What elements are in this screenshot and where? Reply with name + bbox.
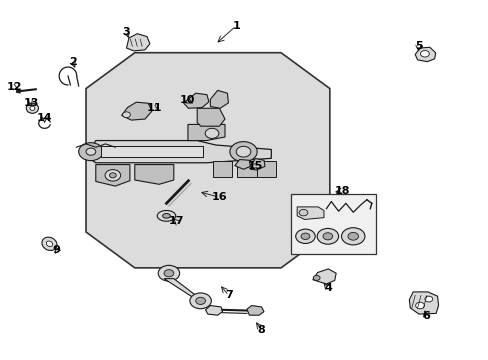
Polygon shape (183, 93, 208, 108)
Ellipse shape (162, 213, 170, 218)
Polygon shape (187, 125, 224, 140)
Polygon shape (86, 140, 271, 163)
Circle shape (424, 296, 432, 302)
Text: 11: 11 (146, 103, 162, 113)
Polygon shape (135, 165, 173, 184)
Circle shape (122, 112, 130, 118)
Bar (101, 146, 202, 157)
Text: 13: 13 (23, 98, 39, 108)
Polygon shape (16, 89, 20, 93)
Text: 14: 14 (37, 113, 52, 123)
Text: 15: 15 (247, 161, 263, 171)
Polygon shape (256, 161, 276, 177)
Text: 6: 6 (421, 311, 429, 320)
Circle shape (301, 233, 309, 239)
Polygon shape (234, 159, 250, 169)
Circle shape (86, 148, 96, 155)
Polygon shape (212, 161, 232, 177)
Ellipse shape (30, 106, 35, 111)
Polygon shape (237, 161, 256, 177)
Ellipse shape (157, 211, 175, 221)
Text: 1: 1 (232, 21, 240, 31)
Circle shape (341, 228, 364, 245)
Text: 4: 4 (324, 283, 332, 293)
Text: 8: 8 (257, 325, 265, 335)
Polygon shape (297, 207, 324, 220)
Circle shape (299, 210, 307, 216)
Circle shape (105, 170, 121, 181)
Circle shape (229, 141, 257, 162)
Circle shape (313, 275, 320, 280)
Polygon shape (250, 158, 264, 170)
Polygon shape (205, 306, 222, 315)
Circle shape (189, 293, 211, 309)
Text: 2: 2 (69, 57, 77, 67)
Text: 10: 10 (179, 95, 194, 105)
Polygon shape (246, 306, 264, 315)
Polygon shape (414, 47, 435, 62)
Text: 12: 12 (6, 82, 22, 93)
Text: 16: 16 (211, 192, 226, 202)
Circle shape (79, 143, 103, 161)
Circle shape (420, 50, 428, 57)
Text: 17: 17 (168, 216, 183, 226)
Circle shape (195, 297, 205, 305)
Text: 5: 5 (414, 41, 422, 50)
Circle shape (347, 233, 358, 240)
Circle shape (317, 228, 338, 244)
Text: 7: 7 (224, 291, 232, 301)
Polygon shape (96, 165, 130, 186)
Ellipse shape (46, 241, 52, 247)
Text: 3: 3 (122, 27, 130, 37)
Polygon shape (163, 279, 202, 300)
Polygon shape (312, 269, 335, 284)
Text: 9: 9 (53, 245, 61, 255)
Circle shape (205, 129, 219, 138)
Ellipse shape (26, 103, 39, 113)
Circle shape (163, 270, 173, 277)
Ellipse shape (42, 237, 57, 251)
Polygon shape (408, 292, 438, 314)
Circle shape (415, 302, 424, 309)
Polygon shape (210, 90, 228, 108)
Circle shape (295, 229, 315, 243)
Text: 18: 18 (334, 186, 349, 196)
Circle shape (109, 173, 116, 178)
Bar (290, 194, 375, 253)
Polygon shape (197, 108, 224, 126)
Circle shape (236, 146, 250, 157)
Polygon shape (122, 102, 152, 120)
Polygon shape (126, 34, 150, 51)
Polygon shape (86, 53, 329, 268)
Circle shape (323, 233, 332, 240)
Circle shape (158, 265, 179, 281)
